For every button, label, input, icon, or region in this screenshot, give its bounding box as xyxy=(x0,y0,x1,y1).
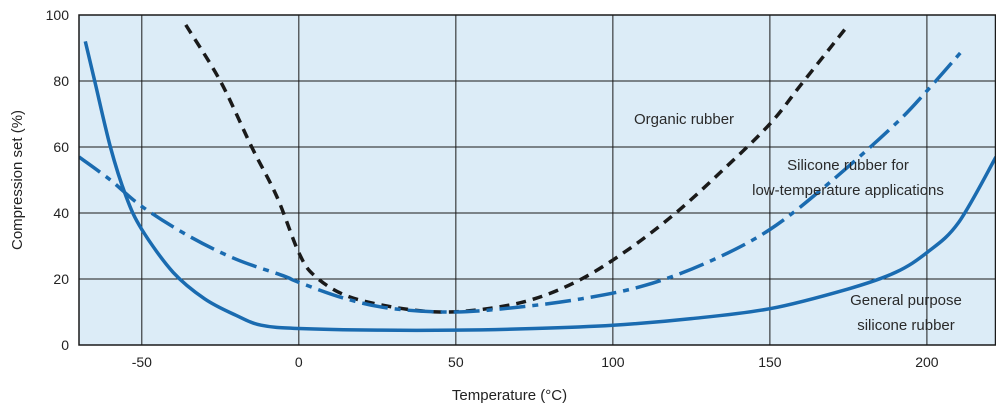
gridlines xyxy=(79,15,996,345)
y-tick-label: 20 xyxy=(53,271,69,287)
tick-labels: -50 0 50 100 150 200 0 20 40 60 80 100 xyxy=(46,7,939,370)
x-tick-label: 200 xyxy=(915,354,939,370)
low-temp-silicone-label: Silicone rubber for low-temperature appli… xyxy=(752,157,944,199)
y-tick-label: 80 xyxy=(53,73,69,89)
general-silicone-line xyxy=(83,40,996,333)
y-tick-label: 100 xyxy=(46,7,70,23)
low-temp-silicone-line xyxy=(79,46,966,314)
y-tick-label: 60 xyxy=(53,139,69,155)
x-tick-label: -50 xyxy=(132,354,152,370)
series-labels: Organic rubber Silicone rubber for low-tem… xyxy=(634,111,962,334)
x-tick-label: 50 xyxy=(448,354,464,370)
general-silicone-label: General purpose silicone rubber xyxy=(850,292,962,334)
y-tick-label: 0 xyxy=(61,337,69,353)
organic-rubber-label: Organic rubber xyxy=(634,111,734,128)
series-lines xyxy=(79,23,996,333)
x-tick-label: 0 xyxy=(295,354,303,370)
y-axis-title: Compression set (%) xyxy=(9,110,26,250)
x-tick-label: 150 xyxy=(758,354,782,370)
y-tick-label: 40 xyxy=(53,205,69,221)
x-tick-label: 100 xyxy=(601,354,625,370)
x-axis-title: Temperature (°C) xyxy=(452,387,567,404)
